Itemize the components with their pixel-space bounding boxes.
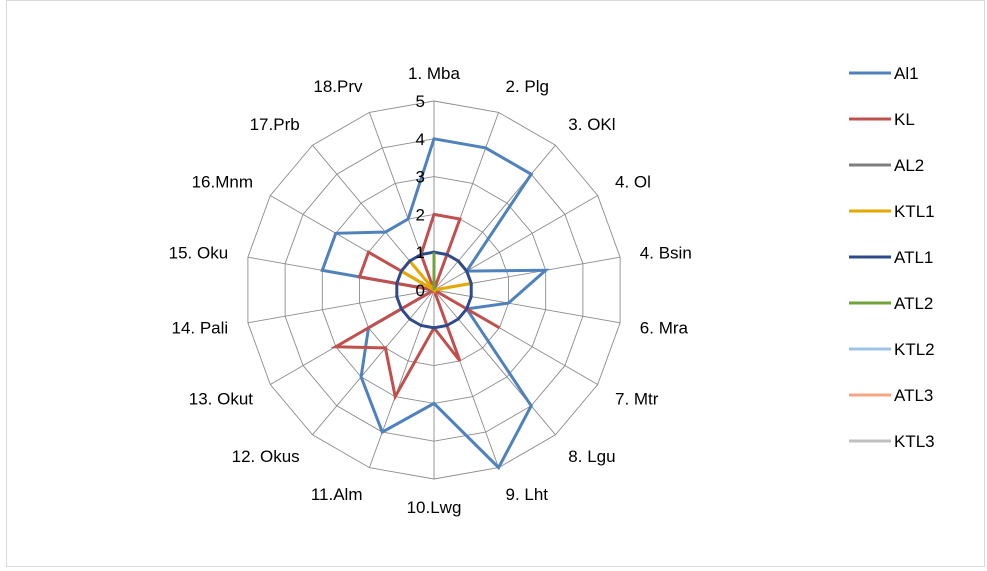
legend-label: ATL3 [894, 386, 933, 405]
legend-item: AL2 [849, 156, 924, 175]
series-line-ATL1 [395, 250, 473, 330]
category-label: 12. Okus [232, 447, 300, 466]
spoke-6 [433, 289, 621, 324]
category-label: 13. Okut [189, 390, 254, 409]
category-labels: 1. Mba 2. Plg 3. OKl 4. Ol 4. Bsin 6. Mra 7. M… [169, 64, 692, 517]
legend-label: AL2 [894, 156, 924, 175]
spoke-12 [312, 289, 435, 436]
legend-label: KL [894, 110, 915, 129]
category-label: 14. Pali [171, 319, 228, 338]
legend: Al1 KL AL2 KTL1 ATL1 ATL2 KTL2 ATL3 KTL3 [849, 64, 935, 451]
category-label: 15. Oku [169, 243, 229, 262]
chart-area: 0 1 2 3 4 5 1. Mba 2. Plg 3. OKl 4. Ol 4. Bsin 6. … [6, 0, 985, 567]
legend-label: KTL3 [894, 432, 935, 451]
spoke-8 [433, 289, 556, 436]
category-label: 6. Mra [640, 319, 689, 338]
radial-tick-label: 0 [416, 281, 425, 300]
legend-item: ATL3 [849, 386, 933, 405]
category-label: 4. Ol [615, 173, 651, 192]
legend-label: ATL1 [894, 248, 933, 267]
category-label: 7. Mtr [615, 390, 659, 409]
spoke-11 [368, 289, 435, 468]
category-label: 2. Plg [506, 77, 549, 96]
category-label: 17.Prb [250, 115, 300, 134]
radar-series [320, 137, 550, 471]
legend-label: KTL1 [894, 202, 935, 221]
category-label: 18.Prv [313, 77, 363, 96]
radial-tick-label: 2 [416, 205, 425, 224]
legend-item: ATL1 [849, 248, 933, 267]
legend-label: ATL2 [894, 294, 933, 313]
radar-chart: 0 1 2 3 4 5 1. Mba 2. Plg 3. OKl 4. Ol 4. Bsin 6. … [169, 64, 935, 517]
legend-item: KTL1 [849, 202, 935, 221]
category-label: 9. Lht [506, 485, 549, 504]
spoke-14 [247, 289, 435, 324]
category-label: 1. Mba [408, 64, 461, 83]
radial-tick-label: 1 [416, 243, 425, 262]
category-label: 3. OKl [568, 115, 615, 134]
category-label: 4. Bsin [640, 243, 692, 262]
radial-tick-label: 5 [416, 92, 425, 111]
spoke-4 [433, 195, 598, 291]
category-label: 11.Alm [311, 485, 363, 504]
legend-item: KL [849, 110, 915, 129]
spoke-3 [433, 144, 556, 291]
category-label: 8. Lgu [568, 447, 615, 466]
category-label: 16.Mnm [192, 173, 253, 192]
radial-tick-label: 4 [416, 130, 425, 149]
radial-tick-label: 3 [416, 168, 425, 187]
legend-label: KTL2 [894, 340, 935, 359]
legend-item: KTL2 [849, 340, 935, 359]
legend-label: Al1 [894, 64, 919, 83]
category-label: 10.Lwg [407, 498, 462, 517]
legend-item: KTL3 [849, 432, 935, 451]
legend-item: Al1 [849, 64, 919, 83]
radial-ticks: 0 1 2 3 4 5 [416, 92, 425, 300]
legend-item: ATL2 [849, 294, 933, 313]
